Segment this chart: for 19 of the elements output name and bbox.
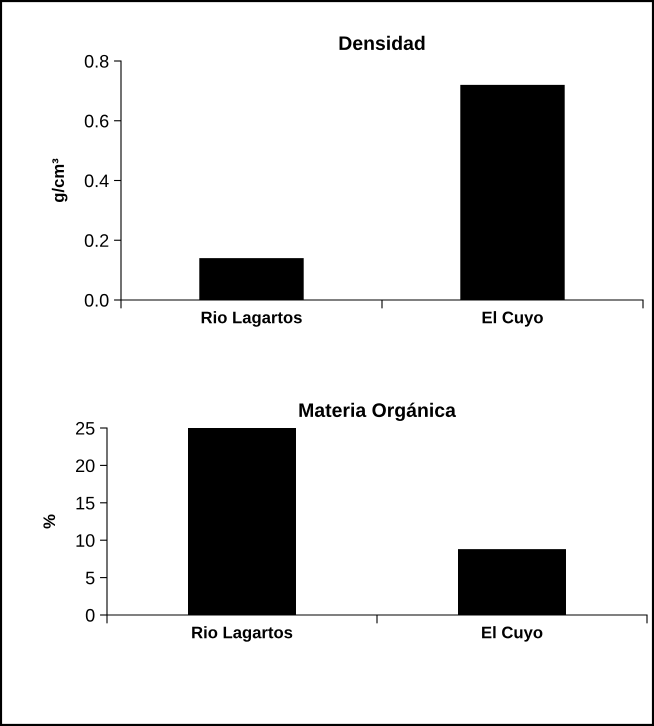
y-tick-label: 0.8: [84, 54, 108, 68]
x-tick-label: Rio Lagartos: [192, 626, 292, 642]
y-tick-label: 0: [86, 608, 94, 622]
y-tick-label: 20: [76, 459, 94, 472]
x-tick-label: Rio Lagartos: [202, 311, 302, 327]
x-tick-label: El Cuyo: [482, 626, 542, 642]
y-tick-label: 0.0: [84, 294, 108, 307]
y-tick-label: 0.4: [84, 174, 109, 188]
y-tick-label: 0.6: [84, 114, 108, 128]
chart-title: Densidad: [340, 36, 424, 50]
y-tick-label: 15: [76, 496, 94, 510]
y-tick-label: 10: [76, 534, 94, 547]
chart-title: Materia Orgánica: [299, 402, 456, 422]
y-tick-label: 5: [86, 572, 94, 584]
y-axis-title: g/cm³: [52, 158, 68, 202]
y-tick-label: 25: [76, 422, 94, 435]
y-tick-label: 0.2: [84, 234, 108, 247]
y-axis-title: %: [43, 514, 56, 528]
x-tick-label: El Cuyo: [482, 311, 543, 327]
